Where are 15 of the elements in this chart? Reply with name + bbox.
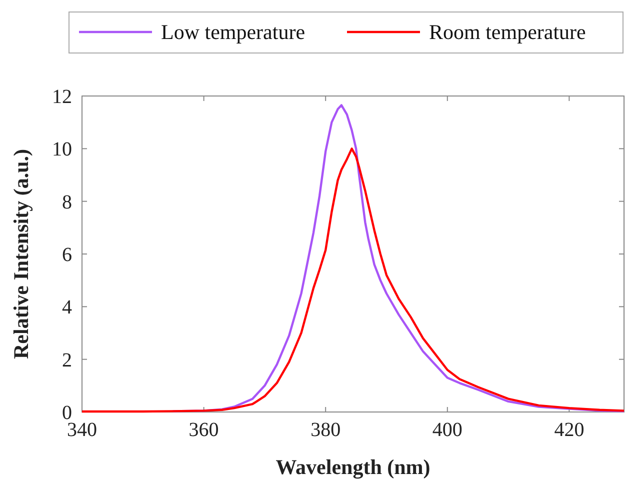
legend-label: Low temperature [161,20,306,44]
x-tick-label: 400 [432,419,462,441]
x-axis-title: Wavelength (nm) [276,455,430,479]
y-tick-label: 8 [62,191,72,214]
y-axis-title: Relative Intensity (a.u.) [9,149,33,359]
y-tick-label: 2 [62,349,72,372]
line-series [82,148,624,413]
x-tick-label: 360 [188,419,219,441]
y-tick-label: 6 [62,244,72,266]
y-tick-label: 12 [52,86,72,108]
x-tick-label: 380 [310,419,341,441]
y-tick-label: 10 [52,138,72,161]
y-tick-label: 4 [62,296,72,319]
legend-label: Room temperature [429,20,586,44]
x-tick-label: 420 [554,419,584,441]
